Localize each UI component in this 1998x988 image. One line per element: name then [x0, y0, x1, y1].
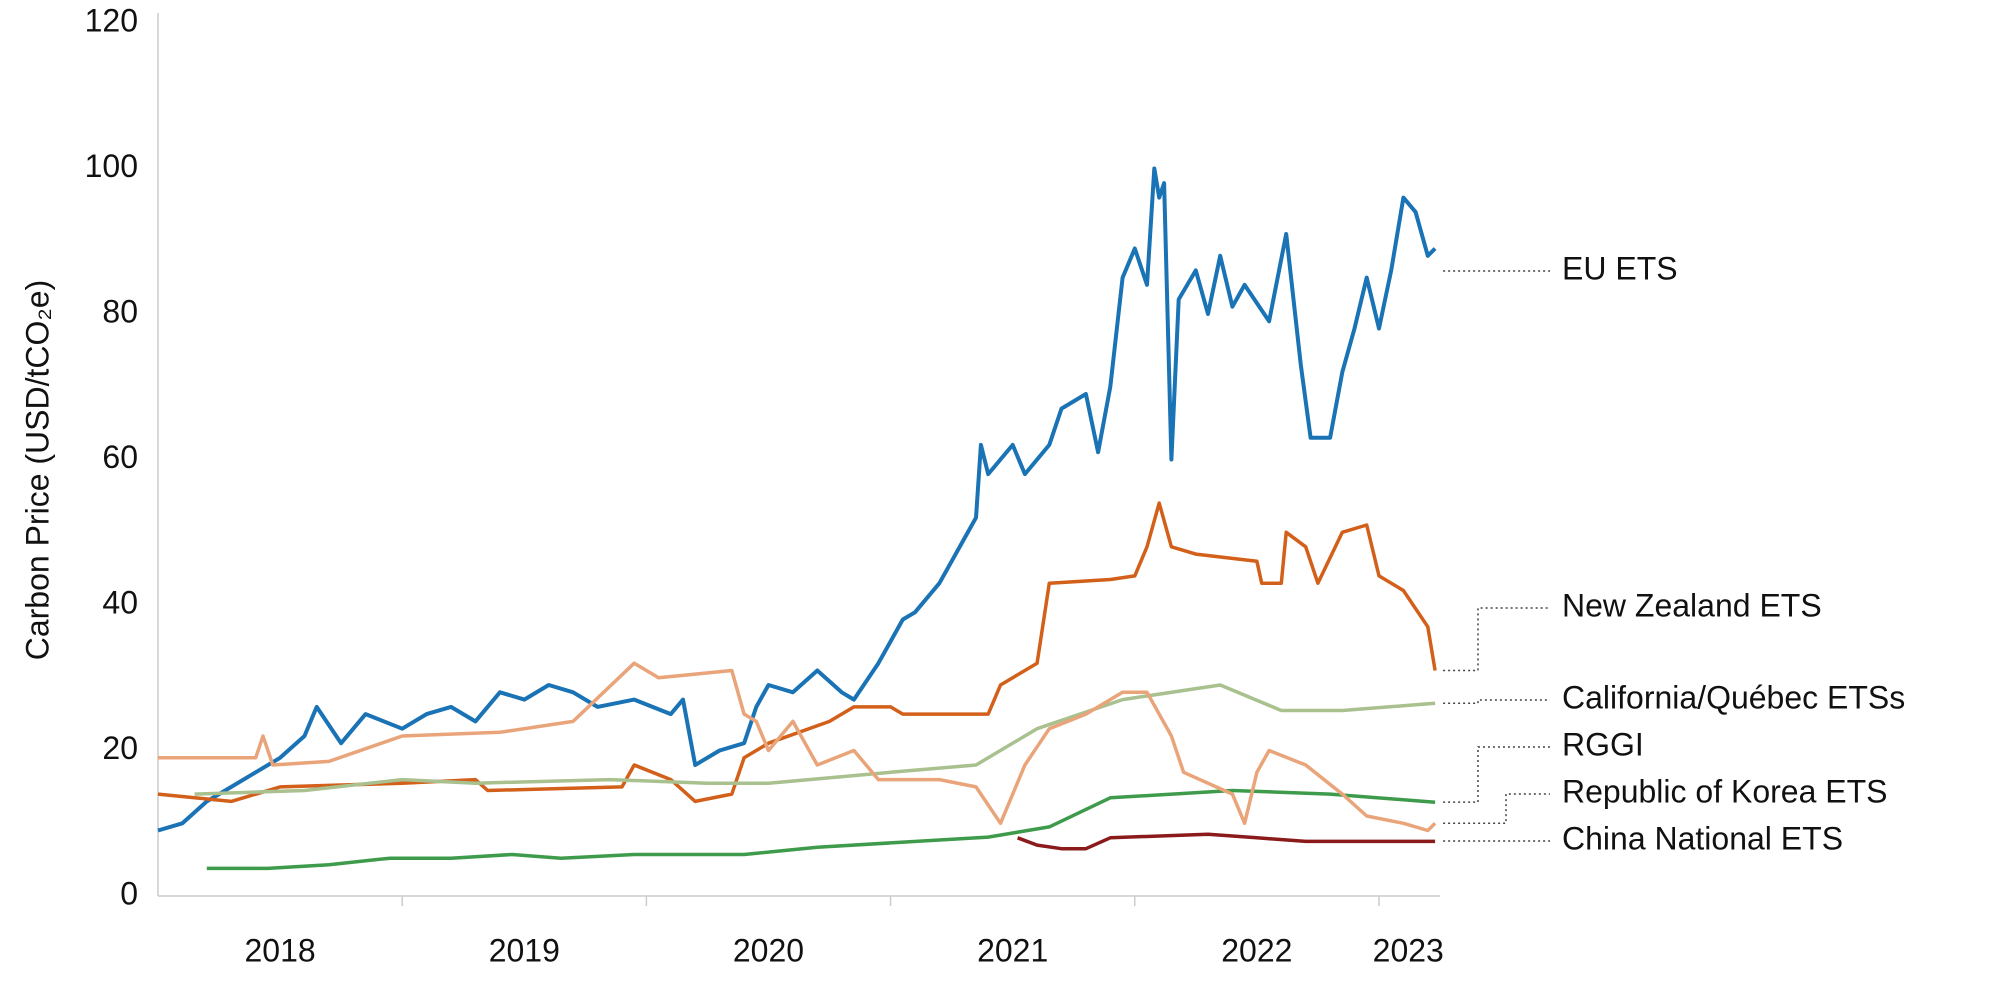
leader-line — [1443, 607, 1550, 672]
x-tick-label: 2021 — [977, 932, 1048, 968]
leader-line — [1443, 699, 1550, 704]
series-line — [206, 788, 1436, 871]
y-tick-label: 0 — [120, 875, 138, 911]
series-line — [157, 166, 1437, 833]
y-tick-label: 40 — [102, 584, 138, 620]
x-tick-label: 2020 — [733, 932, 804, 968]
series-label: California/Québec ETSs — [1562, 679, 1905, 715]
series-label: China National ETS — [1562, 820, 1843, 856]
series-line — [157, 501, 1437, 804]
series-line — [158, 661, 1437, 833]
y-tick-label: 80 — [102, 293, 138, 329]
y-tick-label: 60 — [102, 439, 138, 475]
x-tick-label: 2019 — [489, 932, 560, 968]
x-tick-label: 2023 — [1373, 932, 1444, 968]
leader-line — [1443, 746, 1550, 803]
x-tick-label: 2022 — [1221, 932, 1292, 968]
y-tick-label: 100 — [85, 148, 138, 184]
y-tick-label: 20 — [102, 730, 138, 766]
series-line — [194, 683, 1436, 796]
x-tick-label: 2018 — [245, 932, 316, 968]
y-axis-label: Carbon Price (USD/tCO₂e) — [19, 280, 55, 661]
series-label: EU ETS — [1562, 250, 1678, 286]
series-label: New Zealand ETS — [1562, 587, 1822, 623]
leader-line — [1443, 793, 1550, 824]
series-line — [1016, 832, 1436, 851]
series-label: RGGI — [1562, 726, 1644, 762]
y-tick-label: 120 — [85, 2, 138, 38]
series-label: Republic of Korea ETS — [1562, 773, 1888, 809]
